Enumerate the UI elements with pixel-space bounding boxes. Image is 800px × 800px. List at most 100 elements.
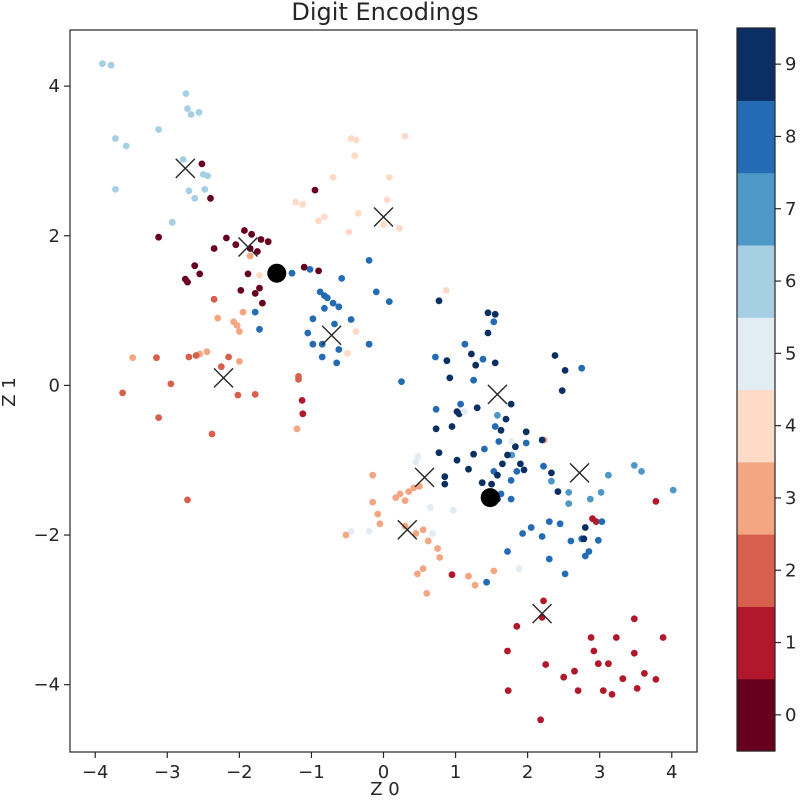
- data-point: [122, 142, 130, 150]
- data-point: [419, 565, 427, 573]
- data-point: [293, 425, 301, 433]
- data-point: [241, 227, 248, 234]
- data-point: [288, 269, 296, 277]
- data-point: [352, 328, 360, 335]
- x-tick-label: −1: [298, 762, 325, 783]
- colorbar-tick-label: 0: [785, 705, 796, 726]
- data-point: [184, 278, 191, 286]
- data-point: [374, 510, 382, 518]
- data-point: [321, 213, 328, 221]
- data-point: [453, 408, 461, 415]
- data-point: [484, 329, 492, 337]
- centroid-marker: [213, 367, 234, 388]
- data-point: [168, 218, 176, 226]
- data-point: [182, 90, 190, 97]
- data-point: [299, 200, 307, 208]
- data-point: [99, 60, 106, 68]
- data-point: [347, 316, 355, 323]
- data-point: [264, 238, 272, 246]
- data-point: [237, 287, 245, 294]
- data-point: [538, 533, 546, 540]
- highlight-point: [480, 488, 500, 508]
- colorbar-segment: [737, 534, 775, 607]
- data-point: [538, 613, 546, 621]
- colorbar-tick-label: 3: [785, 488, 796, 509]
- data-point: [504, 451, 511, 459]
- data-point: [256, 325, 263, 333]
- colorbar-tick-label: 5: [785, 343, 796, 364]
- x-tick-label: −3: [154, 762, 181, 783]
- data-point: [578, 364, 586, 372]
- data-point: [329, 299, 337, 307]
- data-point: [414, 453, 422, 460]
- x-tick-label: −4: [82, 762, 109, 783]
- data-point: [479, 355, 487, 363]
- data-point: [470, 450, 477, 458]
- data-point: [619, 675, 627, 683]
- y-tick-label: −2: [33, 525, 60, 546]
- data-point: [630, 615, 638, 623]
- data-point: [517, 460, 524, 468]
- data-point: [234, 391, 242, 399]
- y-tick-label: −4: [33, 675, 60, 696]
- data-point: [565, 489, 573, 496]
- data-point: [504, 548, 511, 555]
- data-point: [481, 445, 488, 453]
- data-point: [652, 498, 660, 505]
- colorbar-segment: [737, 606, 775, 680]
- data-point: [488, 480, 495, 488]
- data-point: [295, 373, 302, 380]
- data-point: [233, 322, 241, 329]
- data-point: [502, 415, 510, 423]
- data-point: [331, 320, 338, 328]
- data-point: [383, 196, 391, 204]
- data-point: [424, 537, 432, 545]
- data-point: [519, 530, 526, 537]
- data-point: [426, 503, 434, 511]
- y-axis-label: Z 1: [0, 377, 20, 407]
- data-point: [435, 449, 443, 457]
- data-point: [545, 518, 553, 525]
- colorbar-segment: [737, 28, 775, 101]
- data-point: [208, 430, 216, 438]
- data-point: [306, 266, 314, 273]
- data-point: [321, 304, 328, 312]
- data-point: [542, 661, 550, 668]
- colorbar-segment: [737, 389, 775, 463]
- data-point: [401, 132, 409, 140]
- data-point: [112, 186, 119, 193]
- data-point: [214, 314, 222, 322]
- data-point: [372, 288, 380, 296]
- data-point: [155, 126, 163, 133]
- data-point: [257, 236, 265, 243]
- data-point: [432, 353, 439, 361]
- y-tick-label: 4: [49, 76, 60, 97]
- data-point: [191, 262, 199, 270]
- data-point: [385, 174, 393, 181]
- data-point: [405, 488, 413, 495]
- data-point: [594, 660, 602, 668]
- data-point: [396, 490, 404, 498]
- data-point: [401, 497, 409, 504]
- data-point: [298, 397, 306, 404]
- centroid-marker: [569, 462, 590, 483]
- data-point: [594, 536, 602, 544]
- data-point: [311, 186, 319, 194]
- x-axis-ticks: −4 −3 −2 −1 0 1 2 3 4: [82, 752, 678, 783]
- data-point: [369, 498, 377, 506]
- data-point: [669, 486, 677, 494]
- data-point: [309, 315, 317, 323]
- data-point: [376, 520, 384, 528]
- colorbar-tick-label: 6: [785, 271, 796, 292]
- data-point: [432, 405, 440, 413]
- data-point: [385, 298, 393, 305]
- colorbar-tick-label: 8: [785, 126, 796, 147]
- x-axis-label: Z 0: [370, 779, 400, 800]
- data-point: [554, 488, 562, 495]
- data-point: [612, 634, 620, 641]
- data-point: [548, 469, 555, 477]
- data-point: [599, 687, 607, 694]
- data-point: [471, 581, 479, 589]
- data-point: [198, 160, 206, 168]
- data-point: [608, 691, 616, 698]
